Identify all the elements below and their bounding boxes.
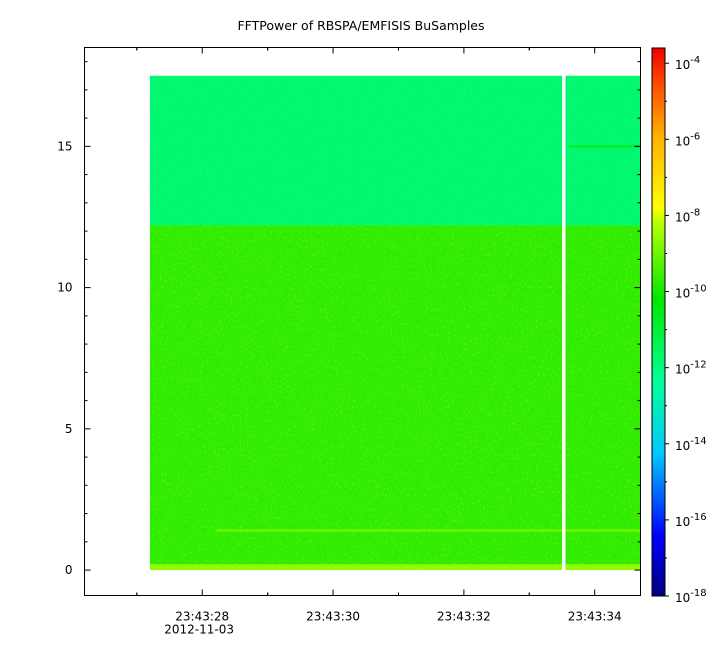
colorbar-tick-label: 10-4 [675,55,700,72]
colorbar-tick-label: 10-10 [675,284,707,301]
colorbar-tick-label: 10-14 [675,436,707,453]
colorbar-tick-label: 10-12 [675,360,707,377]
spectrogram-feature-line-1 [568,144,641,148]
y-tick-label: 5 [65,422,73,436]
spectrogram-band-noise-0 [149,75,641,226]
plot-area [149,74,641,572]
y-tick-label: 15 [57,139,72,153]
colorbar-tick-label: 10-16 [675,512,707,529]
y-tick-label: 10 [57,281,72,295]
x-axis: 23:43:28 23:43:30 23:43:32 23:43:34 2012-11-… [136,47,622,637]
x-tick-label: 23:43:28 [175,610,229,624]
data-gap-0 [562,74,566,572]
spectrogram-band-noise-2 [149,564,641,571]
colorbar-tick-label: 10-6 [675,131,700,148]
x-date-label: 2012-11-03 [164,623,234,637]
spectrogram-feature-line-0 [215,529,641,533]
colorbar-tick-label: 10-18 [675,588,707,605]
y-axis: 0 5 10 15 [57,61,641,577]
plot-frame [84,47,641,596]
x-tick-label: 23:43:32 [437,610,491,624]
y-tick-label: 0 [65,563,73,577]
x-tick-label: 23:43:30 [306,610,360,624]
x-tick-label: 23:43:34 [568,610,622,624]
colorbar [651,47,666,597]
colorbar-tick-label: 10-8 [675,207,700,224]
spectrogram-band-noise-1 [149,225,641,565]
colorbar-axis: 10-18 10-16 10-14 10-12 10-10 10-8 10-6 10-4 [665,55,707,605]
chart-title: FFTPower of RBSPA/EMFISIS BuSamples [237,18,484,33]
